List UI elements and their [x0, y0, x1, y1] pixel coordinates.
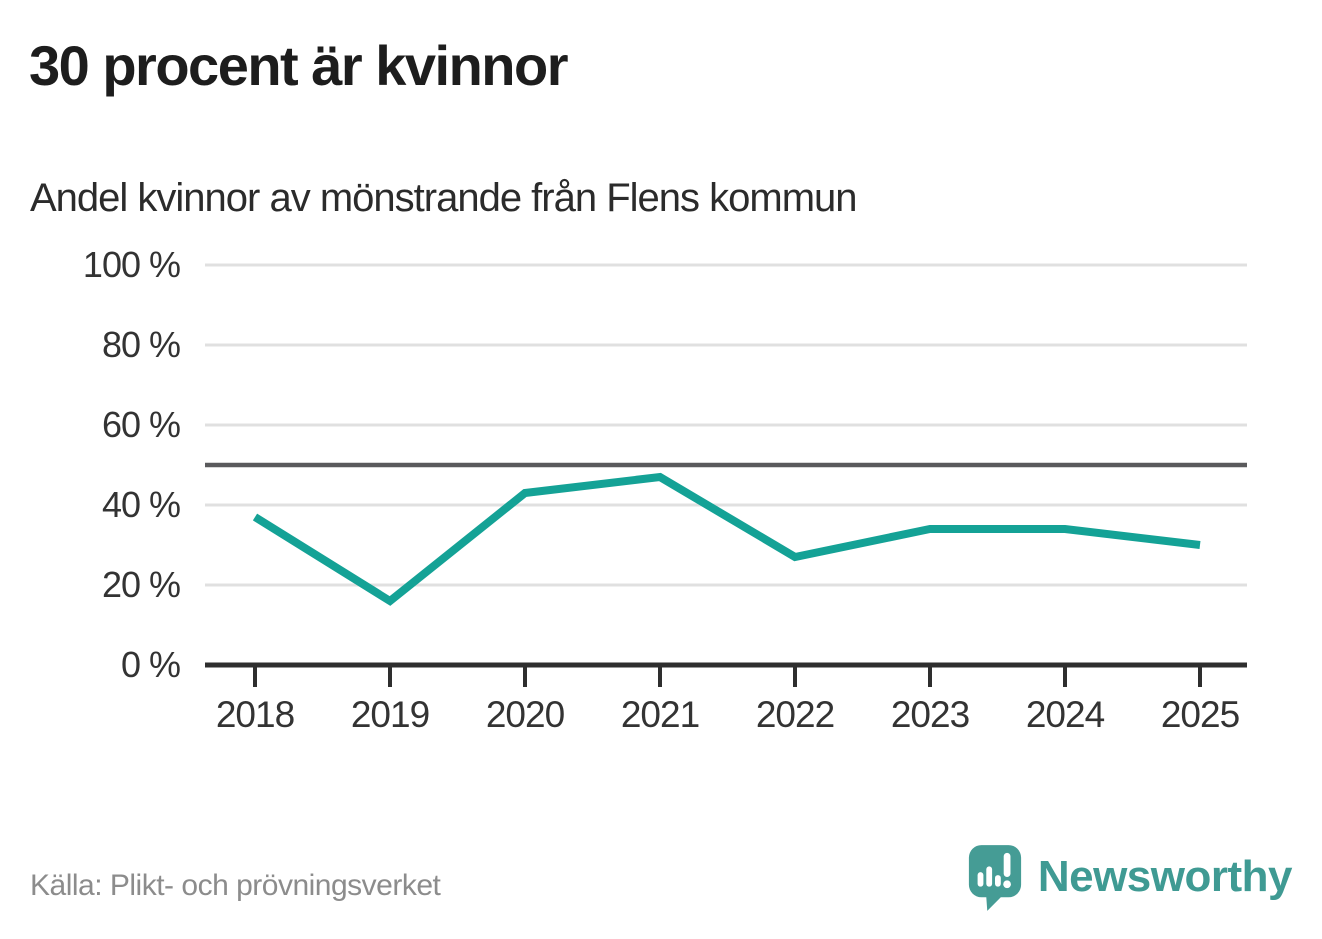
y-axis-tick-label: 40 % — [102, 484, 180, 525]
data-series-line — [252, 472, 1201, 606]
brand-lockup: Newsworthy — [966, 842, 1293, 912]
y-axis-tick-label: 0 % — [121, 644, 180, 685]
brand-name: Newsworthy — [1037, 852, 1293, 901]
x-axis-tick-label: 2018 — [216, 694, 294, 735]
x-axis-tick-label: 2019 — [351, 694, 429, 735]
y-axis-tick-label: 60 % — [102, 404, 180, 445]
x-axis-tick-label: 2021 — [621, 694, 699, 735]
x-axis-tick-label: 2025 — [1161, 694, 1240, 735]
newsworthy-logo-icon — [968, 845, 1021, 911]
chart-subtitle: Andel kvinnor av mönstrande från Flens k… — [30, 176, 858, 220]
y-axis-tick-label: 80 % — [102, 324, 180, 365]
y-axis-tick-label: 100 % — [83, 244, 180, 285]
x-axis-tick-label: 2024 — [1026, 694, 1105, 735]
line-chart: 0 % 20 % 40 % 60 % 80 % 100 % 2018 2019 2020 2021… — [83, 244, 1247, 735]
y-axis-tick-label: 20 % — [102, 564, 180, 605]
x-axis-tick-label: 2023 — [891, 694, 969, 735]
source-note: Källa: Plikt- och prövningsverket — [30, 869, 441, 902]
x-axis-tick-label: 2022 — [756, 694, 834, 735]
page-title: 30 procent är kvinnor — [29, 34, 569, 97]
x-axis-tick-label: 2020 — [486, 694, 565, 735]
